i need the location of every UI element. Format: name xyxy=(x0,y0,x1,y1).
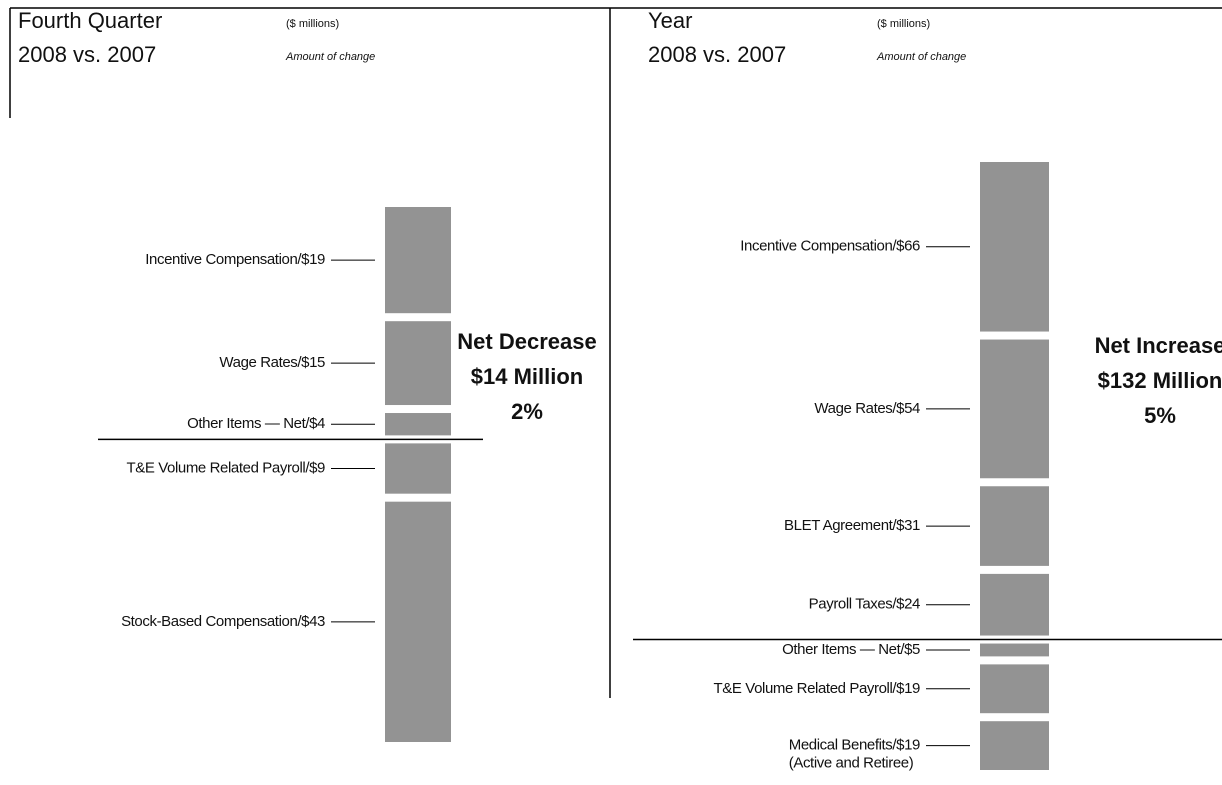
panel-title: 2008 vs. 2007 xyxy=(648,42,786,67)
units-note: ($ millions) xyxy=(286,18,339,30)
segment-label: T&E Volume Related Payroll/$9 xyxy=(126,459,325,476)
panel-title: 2008 vs. 2007 xyxy=(18,42,156,67)
segment xyxy=(385,443,451,494)
segment xyxy=(385,413,451,436)
net-change: 2% xyxy=(511,399,543,424)
segment xyxy=(980,339,1049,479)
segment-label: Payroll Taxes/$24 xyxy=(809,596,920,613)
segment-label: Incentive Compensation/$66 xyxy=(740,238,920,255)
net-change: Net Decrease xyxy=(457,329,596,354)
units-note: ($ millions) xyxy=(877,18,930,30)
segment xyxy=(385,207,451,314)
segment-label: BLET Agreement/$31 xyxy=(784,517,920,534)
net-change: 5% xyxy=(1144,403,1176,428)
subtitle: Amount of change xyxy=(285,51,375,63)
segment xyxy=(980,664,1049,714)
panel-title: Year xyxy=(648,8,692,33)
segment xyxy=(980,643,1049,657)
segment-label: Medical Benefits/$19 xyxy=(789,737,920,754)
segment xyxy=(980,721,1049,770)
segment-note: (Active and Retiree) xyxy=(789,755,914,772)
segment xyxy=(980,573,1049,636)
segment-label: Other Items — Net/$4 xyxy=(187,415,325,432)
segment-label: Wage Rates/$15 xyxy=(219,354,325,371)
net-change: Net Increase xyxy=(1095,333,1222,358)
segment-label: Stock-Based Compensation/$43 xyxy=(121,613,325,630)
segment-label: Incentive Compensation/$19 xyxy=(145,251,325,268)
segment-label: Other Items — Net/$5 xyxy=(782,641,920,658)
segment xyxy=(980,486,1049,566)
segment xyxy=(980,162,1049,332)
net-change: $14 Million xyxy=(471,364,583,389)
panel-title: Fourth Quarter xyxy=(18,8,162,33)
net-change: $132 Million xyxy=(1098,368,1222,393)
segment-label: T&E Volume Related Payroll/$19 xyxy=(714,680,921,697)
segment-label: Wage Rates/$54 xyxy=(814,400,920,417)
segment xyxy=(385,501,451,742)
subtitle: Amount of change xyxy=(876,51,966,63)
segment xyxy=(385,321,451,406)
